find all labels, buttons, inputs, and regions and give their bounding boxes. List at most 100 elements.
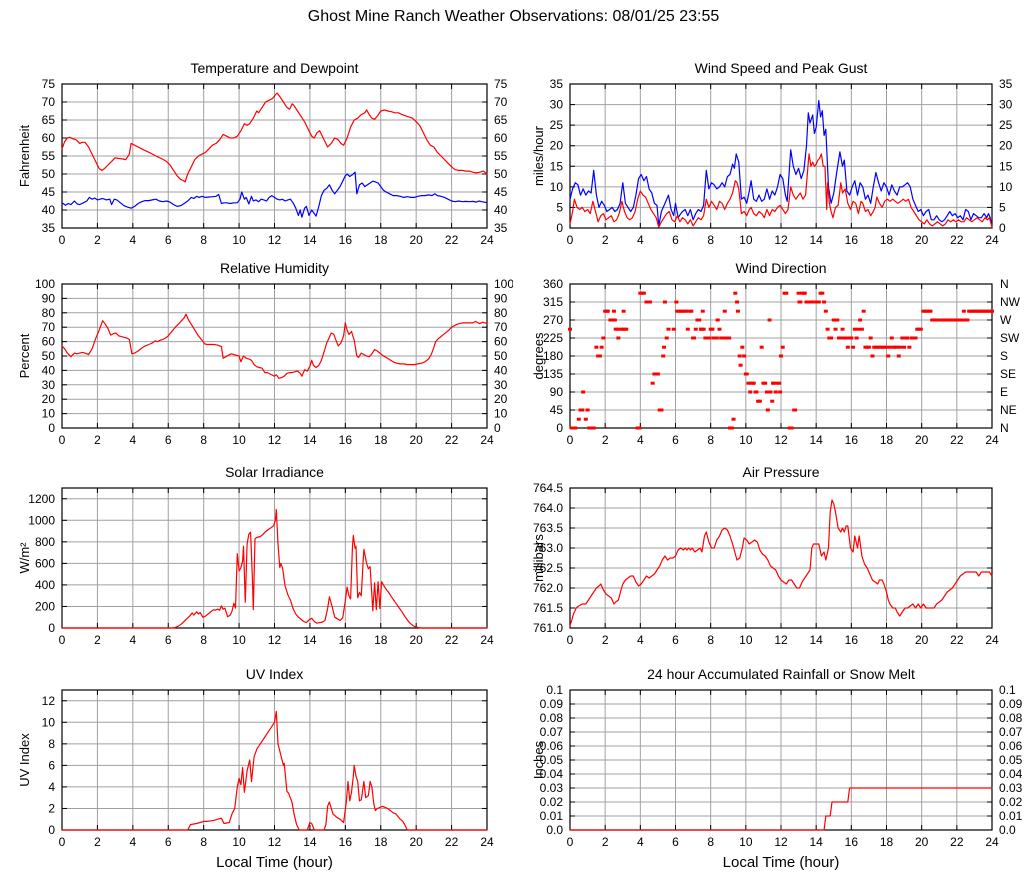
svg-text:2: 2 bbox=[48, 801, 55, 815]
svg-text:20: 20 bbox=[409, 835, 423, 849]
svg-text:80: 80 bbox=[42, 306, 56, 320]
y-axis-label: Inches bbox=[531, 740, 546, 780]
svg-text:10: 10 bbox=[739, 835, 753, 849]
svg-text:10: 10 bbox=[739, 233, 753, 247]
svg-text:5: 5 bbox=[999, 200, 1006, 214]
air-pressure-chart: 0 2 4 6 8 10 12 14 16 18 20 22 24 761.0 761.5 762.0 762.… bbox=[514, 455, 1027, 655]
svg-text:12: 12 bbox=[268, 233, 282, 247]
svg-text:10: 10 bbox=[739, 433, 753, 447]
svg-text:6: 6 bbox=[165, 233, 172, 247]
svg-text:14: 14 bbox=[303, 433, 317, 447]
svg-text:10: 10 bbox=[999, 180, 1013, 194]
svg-text:764.5: 764.5 bbox=[533, 481, 563, 495]
svg-text:16: 16 bbox=[845, 835, 859, 849]
temperature-dewpoint-chart: 0 2 4 6 8 10 12 14 16 18 20 22 24 35 35 40 40 45 45 50 50 55 5… bbox=[0, 55, 513, 255]
solar-irradiance-chart: 0 2 4 6 8 10 12 14 16 18 20 22 24 0 200 400 600 800 1000 12… bbox=[0, 455, 513, 655]
wind-speed-gust-chart: 0 2 4 6 8 10 12 14 16 18 20 22 24 0 0 5 5 10 10 15 15 20 20 25 2… bbox=[514, 55, 1027, 255]
svg-text:16: 16 bbox=[339, 433, 353, 447]
svg-text:0.03: 0.03 bbox=[999, 781, 1023, 795]
svg-text:60: 60 bbox=[42, 131, 56, 145]
svg-text:764.0: 764.0 bbox=[533, 501, 563, 515]
svg-text:0: 0 bbox=[59, 835, 66, 849]
svg-text:18: 18 bbox=[880, 433, 894, 447]
svg-text:12: 12 bbox=[774, 633, 788, 647]
y-axis-label: W/m² bbox=[17, 542, 32, 574]
svg-text:12: 12 bbox=[268, 433, 282, 447]
svg-text:70: 70 bbox=[494, 320, 508, 334]
air-pressure-plot: 0 2 4 6 8 10 12 14 16 18 20 22 24761.0761.5762.0762.… bbox=[533, 481, 999, 647]
svg-text:14: 14 bbox=[303, 835, 317, 849]
svg-text:60: 60 bbox=[494, 335, 508, 349]
svg-text:14: 14 bbox=[809, 835, 823, 849]
svg-text:8: 8 bbox=[200, 633, 207, 647]
svg-text:761.0: 761.0 bbox=[533, 621, 563, 635]
svg-text:50: 50 bbox=[494, 349, 508, 363]
svg-text:75: 75 bbox=[494, 77, 508, 91]
relative-humidity-chart: 0 2 4 6 8 10 12 14 16 18 20 22 24 0 0 10 10 20 20 30 30 40 40 5… bbox=[0, 255, 513, 455]
y-axis-label: UV Index bbox=[17, 733, 32, 787]
svg-text:22: 22 bbox=[445, 433, 459, 447]
svg-text:70: 70 bbox=[42, 95, 56, 109]
svg-text:10: 10 bbox=[232, 433, 246, 447]
svg-text:20: 20 bbox=[915, 433, 929, 447]
svg-text:8: 8 bbox=[707, 433, 714, 447]
svg-text:40: 40 bbox=[494, 363, 508, 377]
svg-text:10: 10 bbox=[739, 633, 753, 647]
svg-text:0: 0 bbox=[494, 421, 501, 435]
svg-text:35: 35 bbox=[999, 77, 1013, 91]
svg-text:24: 24 bbox=[480, 835, 494, 849]
svg-text:75: 75 bbox=[42, 77, 56, 91]
svg-text:35: 35 bbox=[42, 221, 56, 235]
svg-text:2: 2 bbox=[602, 233, 609, 247]
svg-text:18: 18 bbox=[374, 633, 388, 647]
svg-text:2: 2 bbox=[602, 433, 609, 447]
svg-text:25: 25 bbox=[999, 118, 1013, 132]
svg-text:0.06: 0.06 bbox=[999, 739, 1023, 753]
svg-text:4: 4 bbox=[129, 233, 136, 247]
svg-text:22: 22 bbox=[950, 433, 964, 447]
svg-text:30: 30 bbox=[550, 98, 564, 112]
svg-text:0.0: 0.0 bbox=[999, 823, 1016, 837]
svg-text:0: 0 bbox=[59, 633, 66, 647]
svg-text:180: 180 bbox=[543, 349, 563, 363]
svg-text:360: 360 bbox=[543, 277, 563, 291]
svg-text:8: 8 bbox=[200, 233, 207, 247]
svg-text:12: 12 bbox=[774, 433, 788, 447]
svg-text:N: N bbox=[1000, 421, 1009, 435]
svg-text:4: 4 bbox=[637, 433, 644, 447]
svg-text:24: 24 bbox=[480, 233, 494, 247]
x-axis-label: Local Time (hour) bbox=[216, 854, 333, 871]
svg-text:18: 18 bbox=[374, 835, 388, 849]
svg-text:0.05: 0.05 bbox=[540, 753, 564, 767]
svg-text:16: 16 bbox=[845, 633, 859, 647]
svg-text:0.08: 0.08 bbox=[540, 711, 564, 725]
svg-text:4: 4 bbox=[637, 835, 644, 849]
svg-text:761.5: 761.5 bbox=[533, 601, 563, 615]
svg-text:20: 20 bbox=[915, 633, 929, 647]
svg-text:6: 6 bbox=[165, 633, 172, 647]
svg-text:45: 45 bbox=[42, 185, 56, 199]
svg-text:2: 2 bbox=[602, 633, 609, 647]
svg-text:315: 315 bbox=[543, 295, 563, 309]
svg-text:225: 225 bbox=[543, 331, 563, 345]
svg-text:4: 4 bbox=[129, 633, 136, 647]
svg-text:18: 18 bbox=[880, 835, 894, 849]
svg-text:14: 14 bbox=[303, 633, 317, 647]
svg-text:SW: SW bbox=[1000, 331, 1020, 345]
svg-text:0.1: 0.1 bbox=[999, 683, 1016, 697]
svg-text:20: 20 bbox=[999, 139, 1013, 153]
svg-text:0: 0 bbox=[59, 433, 66, 447]
svg-text:2: 2 bbox=[94, 433, 101, 447]
svg-text:10: 10 bbox=[550, 180, 564, 194]
svg-text:1000: 1000 bbox=[28, 513, 55, 527]
svg-text:762.0: 762.0 bbox=[533, 581, 563, 595]
y-axis-label: Fahrenheit bbox=[17, 124, 32, 188]
svg-text:90: 90 bbox=[550, 385, 564, 399]
svg-text:0.04: 0.04 bbox=[999, 767, 1023, 781]
svg-text:16: 16 bbox=[339, 633, 353, 647]
svg-text:8: 8 bbox=[707, 835, 714, 849]
svg-text:6: 6 bbox=[165, 835, 172, 849]
svg-text:70: 70 bbox=[494, 95, 508, 109]
svg-text:135: 135 bbox=[543, 367, 563, 381]
svg-text:35: 35 bbox=[494, 221, 508, 235]
